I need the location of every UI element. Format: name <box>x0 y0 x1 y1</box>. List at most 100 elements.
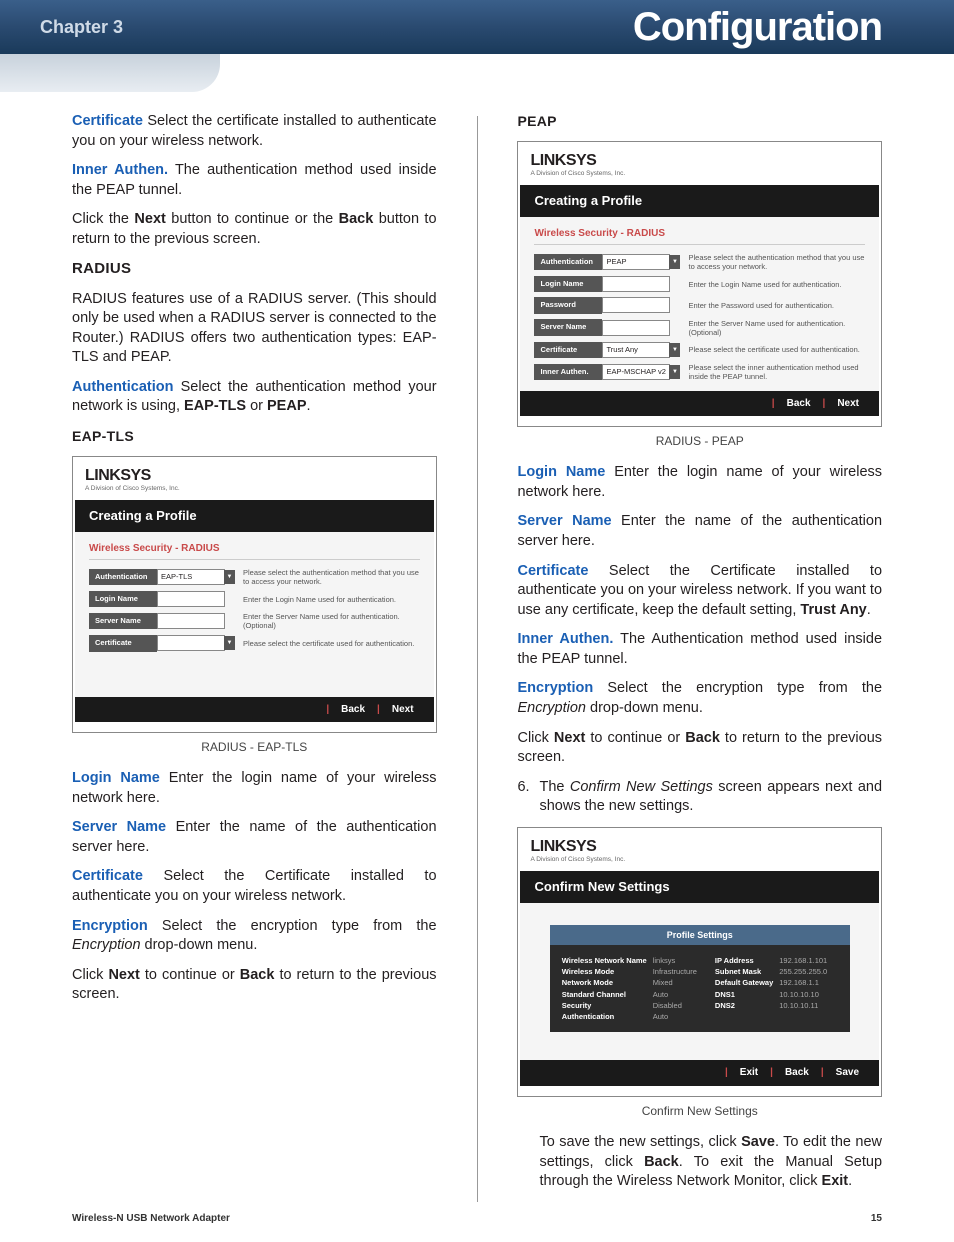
ui-section: Wireless Security - RADIUS <box>534 227 865 246</box>
setting-item: 10.10.10.11 <box>779 1000 827 1011</box>
dropdown-arrow-icon[interactable]: ▼ <box>669 365 680 379</box>
paragraph: Server Name Enter the name of the authen… <box>517 512 882 551</box>
field-label: Password <box>534 297 602 313</box>
ui-section: Wireless Security - RADIUS <box>89 542 420 561</box>
paragraph: Click Next to continue or Back to return… <box>517 729 882 768</box>
page-header: Chapter 3 Configuration <box>0 0 954 54</box>
ui-title: Creating a Profile <box>520 185 879 217</box>
setting-item: Security <box>562 1000 647 1011</box>
setting-item: DNS1 <box>715 989 773 1000</box>
settings-panel: Profile Settings Wireless Network NameWi… <box>550 925 850 1033</box>
setting-item: 10.10.10.10 <box>779 989 827 1000</box>
dropdown-field[interactable] <box>157 635 225 651</box>
figure-radius-peap: LINKSYS A Division of Cisco Systems, Inc… <box>517 141 882 427</box>
setting-item: Authentication <box>562 1011 647 1022</box>
field-description: Please select the authentication method … <box>688 253 865 271</box>
heading-eaptls: EAP-TLS <box>72 427 437 446</box>
paragraph: Click Next to continue or Back to return… <box>72 966 437 1005</box>
paragraph: Encryption Select the encryption type fr… <box>72 917 437 956</box>
setting-item: 192.168.1.101 <box>779 955 827 966</box>
form-row: Certificate ▼ Please select the certificat… <box>89 635 420 651</box>
form-row: Server Name Enter the Server Name used fo… <box>89 612 420 630</box>
paragraph: Login Name Enter the login name of your … <box>517 463 882 502</box>
ui-logo-area: LINKSYS A Division of Cisco Systems, Inc… <box>73 457 436 496</box>
form-row: Login Name Enter the Login Name used for … <box>534 276 865 292</box>
dropdown-arrow-icon[interactable]: ▼ <box>224 570 235 584</box>
field-label: Server Name <box>534 319 602 335</box>
field-description: Please select the certificate used for a… <box>688 345 865 354</box>
dropdown-arrow-icon[interactable]: ▼ <box>669 343 680 357</box>
paragraph: Encryption Select the encryption type fr… <box>517 679 882 718</box>
field-label: Server Name <box>89 613 157 629</box>
ui-footer: |Back|Next <box>75 697 434 723</box>
list-item-6: 6. The Confirm New Settings screen appea… <box>517 778 882 817</box>
paragraph: Server Name Enter the name of the authen… <box>72 818 437 857</box>
term: Encryption <box>517 680 593 696</box>
exit-button[interactable]: Exit <box>740 1067 758 1078</box>
setting-item: Infrastructure <box>653 966 697 977</box>
term: Certificate <box>72 113 143 129</box>
paragraph: Authentication Select the authentication… <box>72 378 437 417</box>
text-field[interactable] <box>602 276 670 292</box>
page: Chapter 3 Configuration Certificate Sele… <box>0 0 954 1242</box>
field-description: Please select the certificate used for a… <box>243 639 420 648</box>
left-column: Certificate Select the certificate insta… <box>72 112 437 1202</box>
back-button[interactable]: Back <box>787 398 811 409</box>
dropdown-arrow-icon[interactable]: ▼ <box>669 255 680 269</box>
back-button[interactable]: Back <box>785 1067 809 1078</box>
setting-item: Auto <box>653 1011 697 1022</box>
ui-footer: |Back|Next <box>520 391 879 417</box>
term: Certificate <box>517 563 588 579</box>
paragraph: Certificate Select the Certificate insta… <box>517 562 882 621</box>
form-row: AuthenticationEAP-TLS▼Please select the … <box>89 568 420 586</box>
ui-body: Profile Settings Wireless Network NameWi… <box>520 903 879 1086</box>
field-description: Enter the Server Name used for authentic… <box>688 319 865 337</box>
dropdown-arrow-icon[interactable]: ▼ <box>224 636 235 650</box>
setting-item: Disabled <box>653 1000 697 1011</box>
term: Inner Authen. <box>72 162 168 178</box>
page-footer: Wireless-N USB Network Adapter 15 <box>72 1213 882 1224</box>
page-title: Configuration <box>633 5 882 50</box>
back-button[interactable]: Back <box>341 704 365 715</box>
paragraph: Inner Authen. The Authentication method … <box>517 630 882 669</box>
text-field[interactable] <box>157 613 225 629</box>
paragraph: Login Name Enter the login name of your … <box>72 769 437 808</box>
footer-product: Wireless-N USB Network Adapter <box>72 1213 230 1224</box>
setting-item: Wireless Network Name <box>562 955 647 966</box>
content-columns: Certificate Select the certificate insta… <box>0 54 954 1202</box>
dropdown-field[interactable]: EAP-MSCHAP v2 <box>602 364 670 380</box>
header-tab-corner <box>0 54 220 92</box>
term: Certificate <box>72 868 143 884</box>
field-label: Login Name <box>534 276 602 292</box>
setting-item: Auto <box>653 989 697 1000</box>
ui-window: LINKSYS A Division of Cisco Systems, Inc… <box>72 456 437 733</box>
figure-confirm-settings: LINKSYS A Division of Cisco Systems, Inc… <box>517 827 882 1097</box>
text-field[interactable] <box>602 320 670 336</box>
paragraph: RADIUS features use of a RADIUS server. … <box>72 290 437 368</box>
form-row: AuthenticationPEAP▼ Please select the aut… <box>534 253 865 271</box>
next-button[interactable]: Next <box>392 704 414 715</box>
field-description: Enter the Server Name used for authentic… <box>243 612 420 630</box>
dropdown-field[interactable]: EAP-TLS <box>157 569 225 585</box>
dropdown-field[interactable]: PEAP <box>602 254 670 270</box>
field-description: Please select the inner authentication m… <box>688 363 865 381</box>
figure-caption: RADIUS - PEAP <box>517 433 882 449</box>
term: Login Name <box>517 464 605 480</box>
setting-item: Mixed <box>653 977 697 988</box>
setting-item: Standard Channel <box>562 989 647 1000</box>
field-label: Authentication <box>89 569 157 585</box>
ui-window: LINKSYS A Division of Cisco Systems, Inc… <box>517 827 882 1097</box>
ui-logo-area: LINKSYS A Division of Cisco Systems, Inc… <box>518 828 881 867</box>
save-button[interactable]: Save <box>836 1067 859 1078</box>
dropdown-field[interactable]: Trust Any <box>602 342 670 358</box>
field-description: Enter the Login Name used for authentica… <box>688 280 865 289</box>
paragraph: To save the new settings, click Save. To… <box>539 1133 882 1192</box>
text-field[interactable] <box>157 591 225 607</box>
field-label: Certificate <box>89 635 157 651</box>
text-field[interactable] <box>602 297 670 313</box>
ui-logo-area: LINKSYS A Division of Cisco Systems, Inc… <box>518 142 881 181</box>
figure-caption: RADIUS - EAP-TLS <box>72 739 437 755</box>
next-button[interactable]: Next <box>837 398 859 409</box>
setting-item: linksys <box>653 955 697 966</box>
field-label: Authentication <box>534 254 602 270</box>
